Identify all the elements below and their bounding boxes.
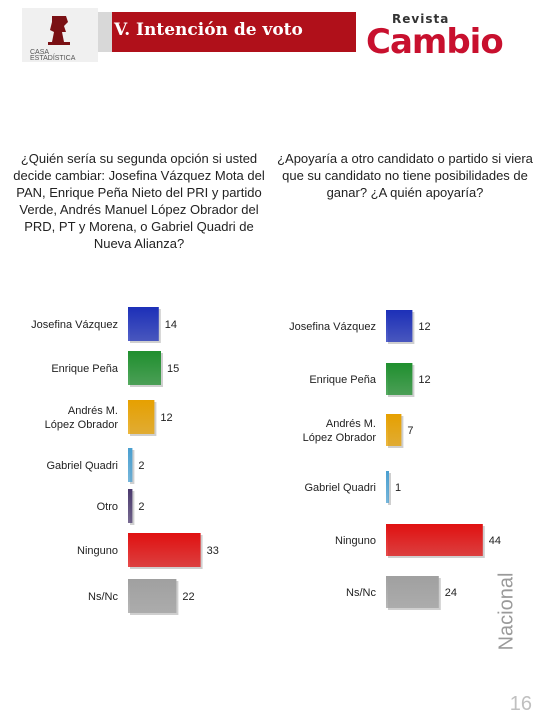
side-label-text: Nacional: [495, 572, 518, 651]
category-label-1-4: Ninguno: [335, 535, 376, 547]
question-left: ¿Quién sería su segunda opción si usted …: [13, 151, 265, 251]
bar-1-2: [386, 414, 402, 446]
section-title: V. Intención de voto: [114, 20, 303, 40]
bar-0-2: [128, 400, 155, 434]
category-label-0-0: Josefina Vázquez: [31, 319, 118, 331]
category-label-0-3: Gabriel Quadri: [46, 460, 118, 472]
bar-1-0: [386, 310, 413, 342]
logo-revista-text: Revista: [392, 12, 450, 26]
page-number: 16: [509, 693, 532, 715]
value-label-1-0: 12: [418, 321, 430, 333]
value-label-0-5: 33: [207, 545, 219, 557]
bar-1-1: [386, 363, 413, 395]
bar-0-6: [128, 579, 177, 613]
category-label-1-2: Andrés M.: [326, 418, 376, 430]
question-right: ¿Apoyaría a otro candidato o partido si …: [277, 151, 533, 200]
bar-1-4: [386, 524, 483, 556]
category-label-1-5: Ns/Nc: [346, 587, 376, 599]
value-label-0-6: 22: [182, 591, 194, 603]
bar-shadow: [388, 473, 391, 505]
category-label-1-0: Josefina Vázquez: [289, 321, 376, 333]
bar-0-0: [128, 307, 159, 341]
value-label-0-0: 14: [165, 319, 177, 331]
category-label-1-2: López Obrador: [303, 432, 377, 444]
section-title-bar: V. Intención de voto: [98, 12, 356, 52]
value-label-1-3: 1: [395, 482, 401, 494]
svg-text:CASA: CASA: [30, 49, 49, 56]
bar-1-5: [386, 576, 439, 608]
side-label: Nacional: [495, 560, 538, 672]
category-label-1-1: Enrique Peña: [309, 374, 377, 386]
revista-cambio-logo: Revista Cambio: [362, 10, 512, 64]
bar-0-3: [128, 448, 133, 482]
category-label-0-1: Enrique Peña: [51, 363, 119, 375]
category-label-0-6: Ns/Nc: [88, 591, 118, 603]
value-label-0-4: 2: [138, 501, 144, 513]
value-label-1-2: 7: [407, 425, 413, 437]
bar-1-3: [386, 471, 389, 503]
value-label-1-1: 12: [418, 374, 430, 386]
value-label-0-2: 12: [160, 412, 172, 424]
category-label-0-5: Ninguno: [77, 545, 118, 557]
category-label-0-4: Otro: [97, 501, 118, 513]
bar-0-5: [128, 533, 201, 567]
logo-cambio-text: Cambio: [366, 22, 504, 62]
category-label-1-3: Gabriel Quadri: [304, 482, 376, 494]
category-label-0-2: López Obrador: [45, 419, 119, 431]
bar-0-1: [128, 351, 161, 385]
casa-estadistica-logo: CASA ESTADÍSTICA: [22, 8, 98, 62]
value-label-0-3: 2: [138, 460, 144, 472]
value-label-0-1: 15: [167, 363, 179, 375]
svg-text:ESTADÍSTICA: ESTADÍSTICA: [30, 53, 76, 62]
category-label-0-2: Andrés M.: [68, 405, 118, 417]
bar-0-4: [128, 489, 133, 523]
value-label-1-5: 24: [445, 587, 457, 599]
value-label-1-4: 44: [489, 535, 501, 547]
header: CASA ESTADÍSTICA V. Intención de voto Re…: [0, 0, 540, 70]
